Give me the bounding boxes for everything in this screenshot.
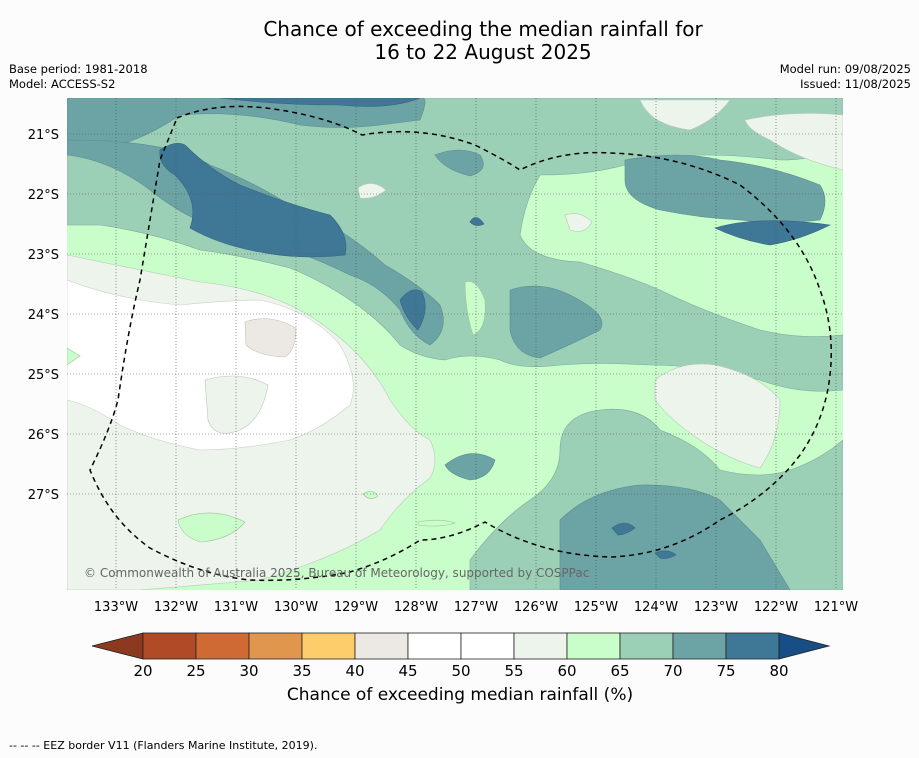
lon-label: 127°W xyxy=(454,600,498,615)
lat-label: 27°S xyxy=(28,488,59,503)
issued-label: Issued: 11/08/2025 xyxy=(800,77,911,91)
colorbar-swatch xyxy=(301,632,356,660)
lat-label: 22°S xyxy=(28,188,59,203)
colorbar-tick-label: 65 xyxy=(610,662,629,680)
model-label: Model: ACCESS-S2 xyxy=(9,77,116,91)
colorbar-tick-label: 55 xyxy=(504,662,523,680)
lat-label: 25°S xyxy=(28,368,59,383)
latitude-labels: 21°S 22°S 23°S 24°S 25°S 26°S 27°S xyxy=(28,128,59,503)
colorbar-swatch xyxy=(619,632,674,660)
model-run-label: Model run: 09/08/2025 xyxy=(779,62,911,76)
colorbar-swatch xyxy=(248,632,303,660)
colorbar-swatch xyxy=(407,632,462,660)
lon-label: 130°W xyxy=(274,600,318,615)
colorbar-swatch xyxy=(513,632,568,660)
eez-border xyxy=(89,105,832,582)
colorbar-tick-label: 70 xyxy=(663,662,682,680)
band-75-80 xyxy=(159,98,831,559)
lon-label: 126°W xyxy=(514,600,558,615)
band-70-75 xyxy=(67,98,826,590)
title-line-1: Chance of exceeding the median rainfall … xyxy=(263,17,703,41)
colorbar-swatch xyxy=(566,632,621,660)
metadata-right: Model run: 09/08/2025 Issued: 11/08/2025 xyxy=(780,62,911,92)
colorbar xyxy=(91,632,831,660)
longitude-labels: 133°W 132°W 131°W 130°W 129°W 128°W 127°… xyxy=(94,600,858,615)
colorbar-title: Chance of exceeding median rainfall (%) xyxy=(286,685,634,705)
base-period-label: Base period: 1981-2018 xyxy=(9,62,148,76)
colorbar-swatch xyxy=(142,632,197,660)
metadata-left: Base period: 1981-2018 Model: ACCESS-S2 xyxy=(9,62,148,92)
colorbar-swatch xyxy=(672,632,727,660)
colorbar-tick-label: 30 xyxy=(239,662,258,680)
colorbar-over-arrow xyxy=(778,632,831,660)
lon-label: 128°W xyxy=(394,600,438,615)
band-40-45-patch xyxy=(244,318,297,358)
colorbar-tick-label: 20 xyxy=(133,662,152,680)
colorbar-tick-label: 45 xyxy=(398,662,417,680)
colorbar-ticks: 20 25 30 35 40 45 50 55 60 65 70 75 80 xyxy=(133,662,788,680)
graticule xyxy=(67,98,843,590)
colorbar-under-arrow xyxy=(91,632,144,660)
colorbar-swatch xyxy=(195,632,250,660)
lon-label: 123°W xyxy=(694,600,738,615)
lat-label: 26°S xyxy=(28,428,59,443)
colorbar-tick-label: 25 xyxy=(186,662,205,680)
lon-label: 121°W xyxy=(814,600,858,615)
colorbar-tick-label: 75 xyxy=(716,662,735,680)
colorbar-tick-label: 60 xyxy=(557,662,576,680)
lon-label: 122°W xyxy=(754,600,798,615)
lat-label: 23°S xyxy=(28,248,59,263)
band-55-60-patches xyxy=(204,99,843,469)
colorbar-tick-label: 40 xyxy=(345,662,364,680)
colorbar-swatch xyxy=(460,632,515,660)
eez-legend-footnote: -- -- -- EEZ border V11 (Flanders Marine… xyxy=(9,739,318,752)
colorbar-swatch xyxy=(725,632,780,660)
lon-label: 131°W xyxy=(214,600,258,615)
lat-label: 24°S xyxy=(28,308,59,323)
colorbar-tick-label: 80 xyxy=(769,662,788,680)
colorbar-tick-label: 35 xyxy=(292,662,311,680)
title-line-2: 16 to 22 August 2025 xyxy=(374,40,592,64)
lon-label: 133°W xyxy=(94,600,138,615)
colorbar-swatch xyxy=(354,632,409,660)
lon-label: 129°W xyxy=(334,600,378,615)
band-60-65-patches xyxy=(67,281,486,543)
band-65-70-north xyxy=(67,98,843,392)
colorbar-tick-label: 50 xyxy=(451,662,470,680)
map-panel: © Commonwealth of Australia 2025, Bureau… xyxy=(67,98,843,590)
lon-label: 132°W xyxy=(154,600,198,615)
lat-label: 21°S xyxy=(28,128,59,143)
map-title: Chance of exceeding the median rainfall … xyxy=(0,18,919,64)
lon-label: 124°W xyxy=(634,600,678,615)
copyright-text: © Commonwealth of Australia 2025, Bureau… xyxy=(84,566,589,580)
lon-label: 125°W xyxy=(574,600,618,615)
